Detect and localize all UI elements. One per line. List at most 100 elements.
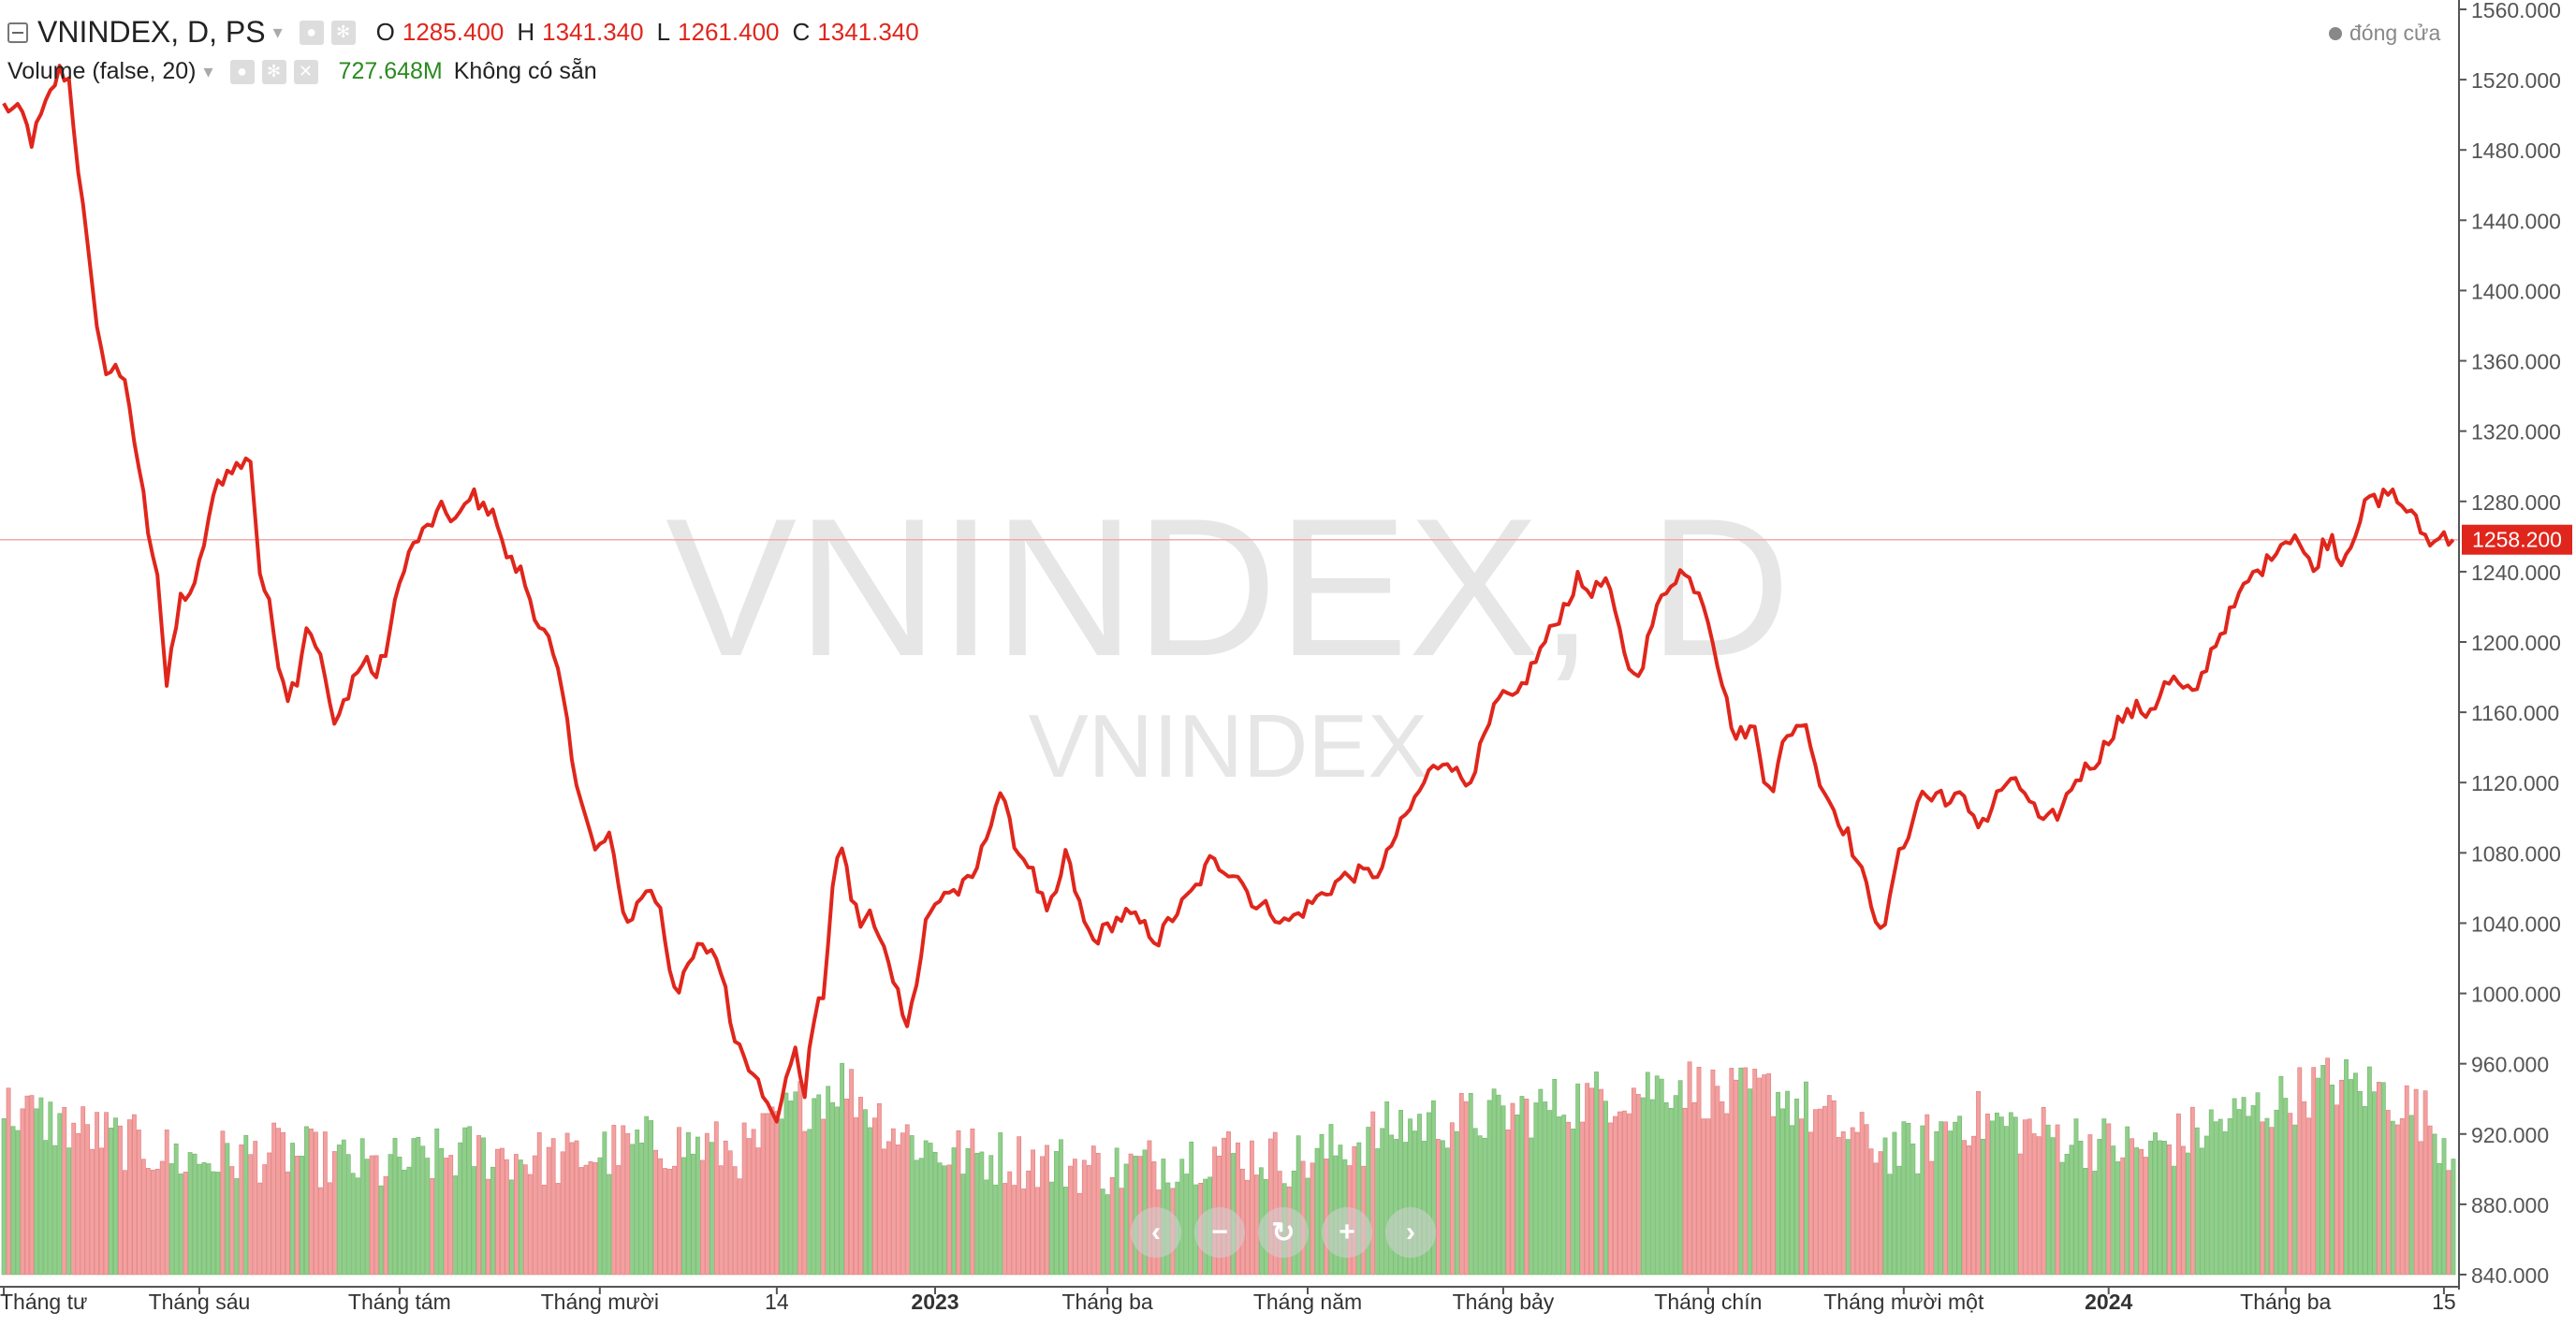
volume-bar bbox=[1925, 1114, 1930, 1276]
volume-bar bbox=[1594, 1072, 1599, 1276]
volume-bar bbox=[314, 1131, 318, 1276]
gear-icon[interactable]: ✻ bbox=[330, 20, 356, 45]
volume-bar bbox=[998, 1132, 1003, 1276]
volume-bar bbox=[2349, 1079, 2353, 1276]
minus-icon[interactable]: − bbox=[1194, 1207, 1245, 1258]
volume-bar bbox=[2078, 1140, 2084, 1276]
volume-bar bbox=[597, 1157, 603, 1276]
volume-bar bbox=[145, 1168, 151, 1276]
volume-bar bbox=[2012, 1116, 2018, 1276]
volume-bar bbox=[2399, 1117, 2405, 1276]
volume-bar bbox=[2045, 1124, 2051, 1276]
volume-bar bbox=[1850, 1127, 1855, 1276]
gear-icon[interactable]: ✻ bbox=[261, 59, 286, 84]
collapse-icon[interactable] bbox=[7, 22, 28, 43]
volume-bar bbox=[38, 1097, 44, 1276]
volume-bar bbox=[1370, 1111, 1376, 1276]
volume-bar bbox=[602, 1131, 607, 1276]
x-axis[interactable]: Tháng tư Tháng sáu Tháng tám Tháng mười 14 20… bbox=[0, 1286, 2459, 1314]
volume-bar bbox=[1003, 1183, 1008, 1276]
volume-bar bbox=[2302, 1101, 2307, 1276]
volume-bar bbox=[1804, 1081, 1808, 1276]
volume-bar bbox=[168, 1163, 174, 1276]
volume-bar bbox=[1701, 1118, 1706, 1276]
volume-bar bbox=[2194, 1127, 2200, 1276]
volume-bar bbox=[402, 1170, 407, 1276]
volume-bar bbox=[1645, 1072, 1650, 1276]
volume-bar bbox=[2153, 1132, 2158, 1276]
eye-icon[interactable]: ● bbox=[229, 59, 255, 84]
volume-title[interactable]: Volume (false, 20) bbox=[7, 58, 197, 84]
volume-bar bbox=[2353, 1072, 2358, 1276]
volume-bar bbox=[741, 1122, 747, 1276]
volume-bar bbox=[327, 1182, 332, 1276]
reset-icon[interactable]: ↻ bbox=[1258, 1207, 1309, 1258]
volume-bar bbox=[681, 1157, 686, 1276]
volume-bar bbox=[2041, 1106, 2046, 1276]
volume-bar bbox=[1599, 1088, 1603, 1276]
volume-bar bbox=[1427, 1112, 1431, 1276]
volume-bar bbox=[281, 1131, 285, 1276]
plus-icon[interactable]: + bbox=[1322, 1207, 1372, 1258]
chevron-right-icon[interactable]: › bbox=[1385, 1207, 1436, 1258]
volume-bar bbox=[1766, 1073, 1772, 1276]
y-tick-label: 1240.000 bbox=[2471, 561, 2561, 585]
volume-bar bbox=[984, 1179, 989, 1276]
eye-icon[interactable]: ● bbox=[299, 20, 324, 45]
volume-bar bbox=[1654, 1075, 1660, 1276]
volume-bar bbox=[1505, 1130, 1511, 1276]
volume-bar bbox=[1515, 1114, 1520, 1276]
chevron-down-icon[interactable]: ▾ bbox=[272, 22, 283, 43]
volume-bar bbox=[942, 1165, 947, 1276]
volume-bar bbox=[1272, 1131, 1278, 1276]
x-tick-label: 2024 bbox=[2085, 1290, 2132, 1314]
close-value: 1341.340 bbox=[817, 18, 919, 46]
volume-bar bbox=[2306, 1117, 2312, 1276]
volume-bar bbox=[699, 1159, 705, 1276]
x-tick-label: Tháng bảy bbox=[1453, 1290, 1555, 1314]
volume-bar bbox=[1031, 1149, 1035, 1276]
symbol-title[interactable]: VNINDEX, D, PS bbox=[37, 15, 266, 49]
volume-bar bbox=[1100, 1188, 1105, 1276]
volume-bar bbox=[406, 1166, 412, 1276]
volume-bar bbox=[187, 1152, 193, 1276]
chevron-down-icon[interactable]: ▾ bbox=[203, 62, 213, 82]
volume-bar bbox=[518, 1159, 523, 1276]
volume-bar bbox=[1929, 1160, 1935, 1276]
volume-bar bbox=[2167, 1144, 2172, 1276]
volume-bar bbox=[183, 1172, 188, 1276]
volume-bar bbox=[66, 1147, 72, 1276]
volume-bar bbox=[2176, 1113, 2181, 1276]
volume-bar bbox=[1040, 1156, 1045, 1276]
volume-bar bbox=[1799, 1118, 1804, 1276]
volume-bar bbox=[783, 1092, 789, 1276]
volume-bar bbox=[1496, 1094, 1501, 1276]
volume-bar bbox=[1482, 1137, 1487, 1276]
volume-bar bbox=[1472, 1128, 1478, 1276]
volume-bar bbox=[1449, 1122, 1455, 1276]
volume-bar bbox=[159, 1160, 165, 1276]
chevron-left-icon[interactable]: ‹ bbox=[1131, 1207, 1181, 1258]
y-axis[interactable]: 1560.000 1520.000 1480.000 1440.000 1400.000… bbox=[2458, 0, 2561, 1290]
volume-bar bbox=[1724, 1113, 1730, 1276]
volume-bar bbox=[1976, 1091, 1981, 1276]
volume-bar bbox=[1580, 1121, 1586, 1276]
y-tick-label: 1520.000 bbox=[2471, 68, 2561, 93]
volume-bar bbox=[1985, 1113, 1990, 1276]
volume-bar bbox=[677, 1127, 681, 1276]
volume-bar bbox=[2413, 1088, 2419, 1276]
x-tick-label: Tháng ba bbox=[2240, 1290, 2331, 1314]
volume-bar bbox=[2217, 1118, 2223, 1276]
volume-bar bbox=[2125, 1126, 2130, 1276]
volume-bar bbox=[2222, 1131, 2228, 1276]
high-label: H bbox=[517, 18, 535, 46]
volume-bar bbox=[2446, 1170, 2452, 1276]
volume-bar bbox=[1776, 1091, 1780, 1276]
volume-bar bbox=[2069, 1145, 2074, 1276]
volume-bar bbox=[243, 1134, 249, 1276]
volume-bar bbox=[1375, 1148, 1381, 1276]
close-icon[interactable]: ✕ bbox=[293, 59, 318, 84]
volume-bar bbox=[1901, 1121, 1907, 1276]
volume-bar bbox=[1557, 1116, 1562, 1276]
